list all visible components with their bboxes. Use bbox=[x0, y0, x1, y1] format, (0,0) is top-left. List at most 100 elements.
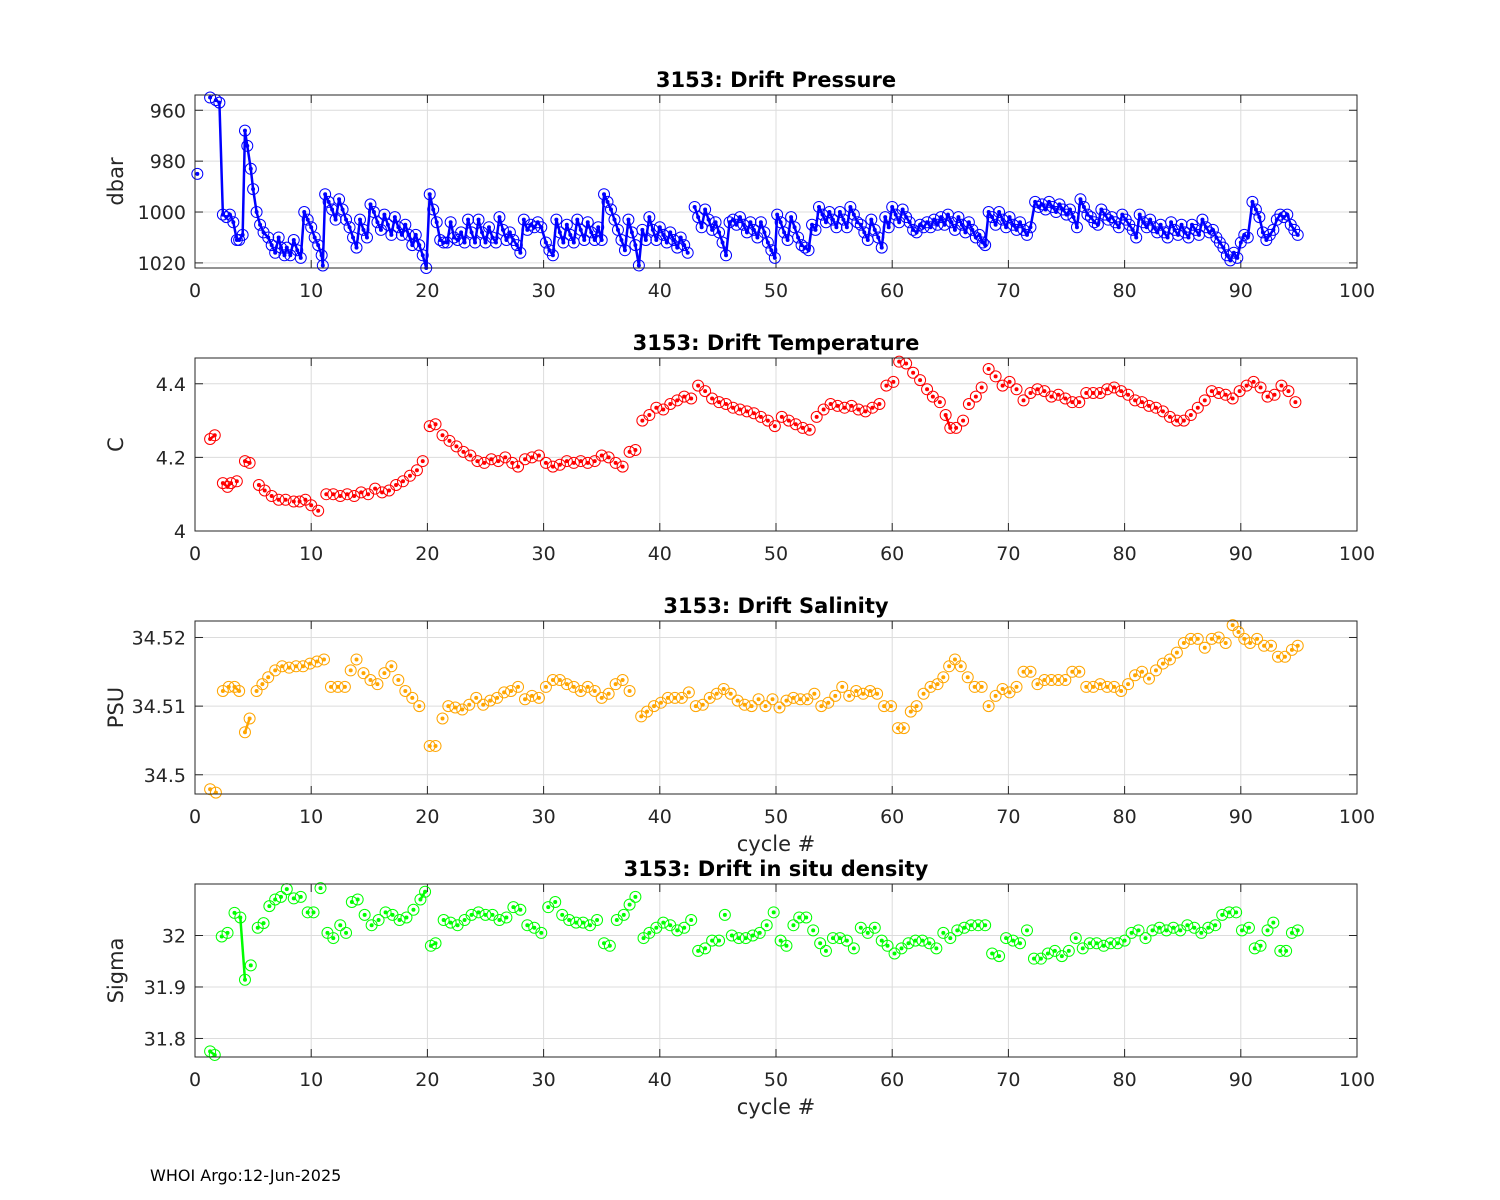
data-point-dot bbox=[717, 230, 722, 235]
data-point-circle bbox=[1073, 396, 1086, 409]
data-point-dot bbox=[606, 691, 611, 696]
x-tick-label: 0 bbox=[189, 1069, 201, 1091]
data-point-circle bbox=[379, 906, 392, 919]
data-point-circle bbox=[1177, 636, 1190, 649]
data-point-circle bbox=[616, 674, 629, 687]
data-point-circle bbox=[287, 892, 300, 905]
data-point-dot bbox=[717, 400, 722, 405]
data-point-circle bbox=[1101, 383, 1114, 396]
data-point-circle bbox=[746, 929, 759, 942]
data-point-dot bbox=[710, 227, 715, 232]
data-point-dot bbox=[897, 359, 902, 364]
data-point-circle bbox=[1231, 251, 1244, 264]
data-point-dot bbox=[729, 933, 734, 938]
data-point-circle bbox=[430, 216, 443, 229]
data-point-dot bbox=[245, 143, 250, 148]
data-point-dot bbox=[1033, 199, 1038, 204]
data-point-dot bbox=[303, 497, 308, 502]
data-point-dot bbox=[908, 709, 913, 714]
data-point-circle bbox=[265, 239, 278, 252]
data-point-dot bbox=[920, 938, 925, 943]
data-point-dot bbox=[1245, 235, 1250, 240]
data-point-circle bbox=[623, 685, 636, 698]
data-point-circle bbox=[560, 455, 573, 468]
data-point-dot bbox=[599, 238, 604, 243]
data-point-dot bbox=[1049, 394, 1054, 399]
data-point-dot bbox=[366, 492, 371, 497]
y-tick-label: 1000 bbox=[138, 202, 186, 224]
data-point-dot bbox=[797, 915, 802, 920]
data-point-circle bbox=[1062, 944, 1075, 957]
data-point-dot bbox=[1153, 405, 1158, 410]
data-point-dot bbox=[1153, 668, 1158, 673]
data-point-dot bbox=[879, 245, 884, 250]
data-point-circle bbox=[1097, 939, 1110, 952]
data-point-circle bbox=[765, 244, 778, 257]
data-point-circle bbox=[341, 488, 354, 501]
data-point-dot bbox=[1014, 387, 1019, 392]
data-point-circle bbox=[485, 453, 498, 466]
data-point-dot bbox=[710, 396, 715, 401]
data-point-dot bbox=[658, 700, 663, 705]
data-point-dot bbox=[410, 243, 415, 248]
data-point-circle bbox=[463, 698, 476, 711]
x-tick-label: 30 bbox=[532, 543, 556, 565]
data-point-dot bbox=[1195, 636, 1200, 641]
data-point-dot bbox=[639, 714, 644, 719]
data-point-dot bbox=[1260, 230, 1265, 235]
data-point-circle bbox=[1163, 410, 1176, 423]
data-point-dot bbox=[696, 215, 701, 220]
data-point-circle bbox=[1219, 636, 1232, 649]
data-point-dot bbox=[375, 682, 380, 687]
data-point-dot bbox=[1057, 202, 1062, 207]
data-point-circle bbox=[602, 687, 615, 700]
data-point-circle bbox=[492, 455, 505, 468]
data-point-dot bbox=[672, 695, 677, 700]
data-point-circle bbox=[1144, 213, 1157, 226]
data-point-circle bbox=[782, 414, 795, 427]
data-point-dot bbox=[1021, 669, 1026, 674]
data-point-circle bbox=[713, 934, 726, 947]
data-point-circle bbox=[897, 722, 910, 735]
data-point-dot bbox=[877, 402, 882, 407]
data-point-circle bbox=[699, 385, 712, 398]
data-point-circle bbox=[1198, 394, 1211, 407]
data-point-dot bbox=[947, 664, 952, 669]
data-point-dot bbox=[1127, 222, 1132, 227]
data-point-dot bbox=[278, 894, 283, 899]
data-point-dot bbox=[466, 217, 471, 222]
data-point-dot bbox=[979, 684, 984, 689]
data-point-dot bbox=[1081, 204, 1086, 209]
data-point-circle bbox=[510, 239, 523, 252]
data-point-circle bbox=[993, 950, 1006, 963]
data-point-dot bbox=[543, 460, 548, 465]
data-point-dot bbox=[288, 253, 293, 258]
data-point-dot bbox=[1091, 390, 1096, 395]
data-point-circle bbox=[930, 942, 943, 955]
data-point-circle bbox=[369, 482, 382, 495]
data-point-circle bbox=[254, 218, 267, 231]
data-point-circle bbox=[768, 420, 781, 433]
data-point-dot bbox=[890, 204, 895, 209]
data-point-circle bbox=[629, 444, 642, 457]
data-point-circle bbox=[1139, 932, 1152, 945]
data-point-dot bbox=[1228, 258, 1233, 263]
data-point-circle bbox=[738, 698, 751, 711]
data-point-dot bbox=[234, 479, 239, 484]
data-point-dot bbox=[295, 248, 300, 253]
data-point-dot bbox=[872, 925, 877, 930]
x-tick-label: 50 bbox=[764, 1069, 788, 1091]
data-point-circle bbox=[204, 783, 217, 796]
data-point-dot bbox=[1141, 220, 1146, 225]
data-point-dot bbox=[948, 936, 953, 941]
data-point-dot bbox=[231, 220, 236, 225]
data-point-circle bbox=[477, 698, 490, 711]
data-point-circle bbox=[1010, 383, 1023, 396]
data-point-circle bbox=[519, 453, 532, 466]
data-point-dot bbox=[585, 220, 590, 225]
data-point-circle bbox=[216, 477, 229, 490]
data-point-dot bbox=[1054, 210, 1059, 215]
data-point-dot bbox=[511, 905, 516, 910]
data-point-dot bbox=[885, 943, 890, 948]
data-point-circle bbox=[720, 249, 733, 262]
